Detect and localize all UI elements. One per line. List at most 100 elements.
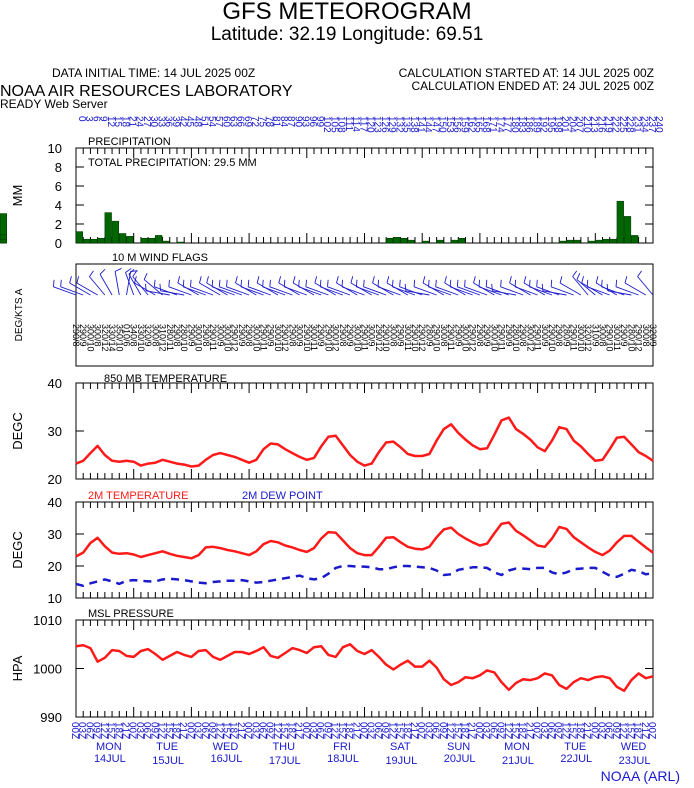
wind-value: 290/12 [634,324,644,352]
top-hour-label: 198 [552,116,563,133]
wind-value: 300/10 [251,324,261,352]
bottom-time-label: 21Z [235,722,246,739]
t850-line [75,416,654,468]
wind-barb-flag [190,279,192,287]
bottom-time-label: 03Z [596,722,607,739]
wind-barb [219,286,243,296]
day-date-label: 22JUL [560,753,592,765]
bottom-time-label: 00Z [127,722,138,739]
precip-bar [393,237,401,244]
wind-barb-flag [319,279,322,287]
precip-bar [587,240,596,244]
bottom-time-label: 06Z [545,722,556,739]
wind-value: 300/8 [150,324,160,347]
wind-barb [615,286,639,296]
bottom-time-label: 21Z [119,722,130,739]
top-hour-label: 81 [271,116,282,128]
top-hour-label: 216 [595,116,606,133]
wind-value: 290/10 [547,324,557,352]
wind-barb-flag [99,268,106,275]
day-date-label: 21JUL [502,755,534,767]
bottom-time-label: 15Z [105,722,116,739]
t850-y-tick-label: 40 [48,376,62,391]
wind-barb [572,276,589,296]
wind-value: 290/12 [374,324,384,352]
top-hour-label: 180 [509,116,520,133]
wind-barb-flag [211,279,214,287]
page-title: GFS METEOROGRAM [222,0,472,25]
precip-bar [573,239,581,244]
wind-barb-flag [125,268,132,273]
top-hour-label: 66 [235,116,246,128]
day-date-label: 17JUL [269,755,301,767]
wind-barb-flag [464,279,466,287]
bottom-time-label: 09Z [552,722,563,739]
wind-barb-flag [199,276,202,284]
wind-barb-flag [240,279,243,287]
wind-value: 290/8 [71,324,81,347]
wind-barb-flag [514,279,517,287]
wind-barb-flag [399,279,401,287]
wind-value: 300/8 [93,324,103,347]
bottom-time-label: 12Z [386,722,397,739]
mslp-title: MSL PRESSURE [88,608,174,620]
day-of-week-label: WED [621,741,647,753]
top-hour-label: 96 [307,116,318,128]
wind-barb [500,286,524,296]
wind-barb-flag [341,279,344,287]
bottom-time-label: 15Z [220,722,231,739]
precip-bar [595,239,603,244]
mslp-y-tick-label: 1010 [33,613,62,628]
wind-barb-flag [278,276,282,284]
wind-barb-flag [128,268,135,275]
bottom-time-label: 21Z [177,722,188,739]
wind-value: 320/12 [583,324,593,352]
bottom-time-label: 00Z [358,722,369,739]
wind-value: 290/10 [323,324,333,352]
precip-bar [602,238,610,244]
wind-barb [363,286,387,296]
bottom-time-label: 18Z [112,722,123,739]
bottom-time-label: 03Z [422,722,433,739]
wind-barb-flag [292,276,296,284]
wind-value: 300/8 [388,324,398,347]
top-hour-label: 6 [90,116,101,122]
bottom-time-label: 21Z [408,722,419,739]
top-hour-label: 108 [336,116,347,133]
wind-value: 290/8 [172,324,182,347]
wind-value: 300/9 [540,324,550,347]
wind-barb [298,286,322,296]
bottom-time-label: 09Z [264,722,275,739]
data-initial-time: DATA INITIAL TIME: 14 JUL 2025 00Z [52,66,256,80]
top-hour-label: 234 [639,116,650,133]
wind-barb-flag [449,279,452,287]
wind-barb-flag [235,276,238,284]
wind-barb-flag [435,279,437,287]
top-hour-label: 207 [574,116,585,133]
precip-y-tick-label: 10 [48,141,62,156]
t2m-y-tick-label: 10 [48,591,62,606]
top-hour-label: 63 [227,116,238,128]
bottom-time-label: 09Z [206,722,217,739]
bottom-time-label: 12Z [617,722,628,739]
precip-bar [616,200,624,244]
wind-value: 290/12 [280,324,290,352]
top-hour-label: 174 [494,116,505,133]
day-of-week-label: THU [272,741,295,753]
bottom-time-label: 03Z [249,722,260,739]
bottom-time-label: 00Z [473,722,484,739]
top-hour-label: 171 [487,116,498,133]
top-hour-label: 99 [314,116,325,128]
wind-barb-flag [523,276,527,284]
top-hour-label: 105 [328,116,339,133]
t2m-legend-temp: 2M TEMPERATURE [88,490,188,502]
precip-y-tick-label: 6 [55,179,62,194]
wind-barb [435,286,459,296]
wind-barb [89,276,106,296]
day-date-label: 16JUL [211,753,243,765]
top-hour-label: 153 [444,116,455,133]
wind-barb-flag [509,276,512,284]
bottom-time-label: 21Z [293,722,304,739]
wind-barb [464,286,488,296]
bottom-time-label: 03Z [538,722,549,739]
